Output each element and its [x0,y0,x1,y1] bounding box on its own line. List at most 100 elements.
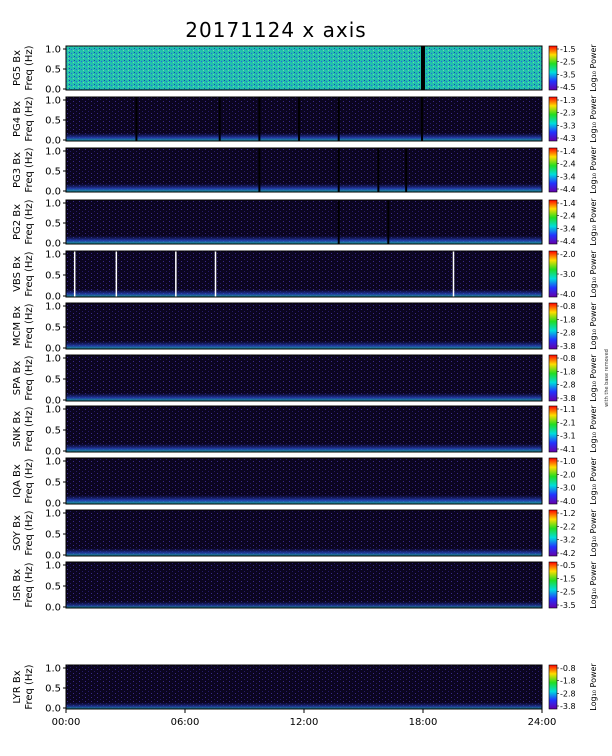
colorbar-tick-label: -4.5 [560,83,576,92]
y-axis-label-station: PG2 Bx [12,204,23,240]
colorbar-tick-label: -0.5 [560,561,576,570]
data-gap [387,200,390,244]
colorbar-tick-label: -2.4 [560,160,576,169]
colorbar [548,405,558,453]
colorbar [548,45,558,91]
y-axis-label-station: ISR Bx [12,569,23,601]
colorbar-tick-label: -0.8 [560,302,576,311]
colorbar-tick-label: -3.8 [560,342,576,351]
colorbar-tick-label: -2.4 [560,212,576,221]
y-tick-label: 1.0 [45,147,61,158]
y-axis-label-freq: Freq (Hz) [24,510,35,555]
x-tick-label: 12:00 [290,717,319,728]
low-frequency-band [66,235,542,244]
colorbar [548,147,558,193]
colorbar-tick-label: -0.8 [560,664,576,673]
colorbar-tick-label: -4.0 [560,497,576,506]
x-tick-label: 24:00 [528,717,557,728]
panel-pg4 [63,96,559,142]
data-gap [421,46,425,90]
colorbar-tick-label: -2.0 [560,250,576,259]
data-gap [298,97,301,141]
colorbar-tick-label: -2.8 [560,329,576,338]
colorbar-tick-label: -1.2 [560,509,576,518]
y-axis-label-station: SNK Bx [12,411,23,447]
y-tick-label: 1.0 [45,561,61,572]
colorbar-tick-label: -2.5 [560,588,576,597]
y-axis-label-freq: Freq (Hz) [24,147,35,192]
low-frequency-band [66,702,542,709]
y-tick-label: 0.0 [45,603,61,614]
y-axis-label-freq: Freq (Hz) [24,251,35,296]
data-gap [258,148,261,192]
colorbar-label: Log₁₀ Power [589,44,598,92]
side-note: with the base removed [604,349,610,407]
white-line [115,251,118,297]
y-tick-label: 1.0 [45,250,61,261]
y-axis-label-station: SOY Bx [12,515,23,551]
y-tick-label: 0.5 [45,167,61,178]
y-axis-label-freq: Freq (Hz) [24,45,35,90]
y-tick-label: 0.5 [45,219,61,230]
panel-frame [65,45,543,91]
colorbar-label: Log₁₀ Power [589,250,598,298]
y-tick-label: 0.5 [45,426,61,437]
y-tick-label: 0.0 [45,551,61,562]
low-frequency-band [66,392,542,401]
colorbar-tick-label: -1.3 [560,96,576,105]
y-tick-label: 0.0 [45,344,61,355]
panel-lyr [63,664,559,710]
colorbar-tick-label: -4.4 [560,185,576,194]
panel-pg3 [63,147,559,193]
data-gap [135,97,138,141]
colorbar-tick-label: -1.4 [560,199,576,208]
spectrogram-bg [66,665,542,709]
y-axis-label-freq: Freq (Hz) [24,199,35,244]
y-tick-label: 0.0 [45,704,61,715]
spectrogram-bg [66,562,542,608]
colorbar-tick-label: -4.2 [560,549,576,558]
colorbar-label: Log₁₀ Power [589,354,598,402]
colorbar-tick-label: -3.8 [560,702,576,711]
colorbar-tick-label: -3.1 [560,432,576,441]
colorbar-tick-label: -1.5 [560,45,576,54]
colorbar-tick-label: -3.5 [560,601,576,610]
y-tick-label: 1.0 [45,664,61,675]
panel-frame [65,561,543,609]
data-gap [337,200,340,244]
colorbar-tick-label: -3.0 [560,270,576,279]
y-axis-label-freq: Freq (Hz) [24,96,35,141]
colorbar-label: Log₁₀ Power [589,457,598,505]
colorbar-tick-label: -1.8 [560,315,576,324]
colorbar-tick-label: -3.4 [560,172,576,181]
colorbar-tick-label: -4.0 [560,290,576,299]
y-axis-label-station: IQA Bx [12,464,23,498]
y-axis-label-freq: Freq (Hz) [24,664,35,709]
colorbar-tick-label: -2.8 [560,689,576,698]
colorbar-label: Log₁₀ Power [589,663,598,711]
y-axis-label-station: SPA Bx [12,361,23,396]
panel-pg5 [63,45,559,91]
y-tick-label: 1.0 [45,96,61,107]
panel-frame [65,354,543,402]
colorbar-tick-label: -2.5 [560,58,576,67]
low-frequency-band [66,548,542,556]
colorbar [548,457,558,505]
y-tick-label: 0.5 [45,478,61,489]
data-gap [337,148,340,192]
y-axis-label-station: MCM Bx [12,306,23,346]
colorbar-tick-label: -3.4 [560,224,576,233]
low-frequency-band [66,340,542,349]
white-line [452,251,455,297]
colorbar-tick-label: -4.4 [560,237,576,246]
colorbar-tick-label: -4.1 [560,445,576,454]
colorbar-label: Log₁₀ Power [589,146,598,194]
panel-frame [65,457,543,505]
panel-frame [65,509,543,557]
y-axis-label-station: PG5 Bx [12,50,23,86]
panel-spa [63,354,559,402]
y-axis-label-freq: Freq (Hz) [24,458,35,503]
y-tick-label: 0.0 [45,239,61,250]
y-tick-label: 0.0 [45,187,61,198]
